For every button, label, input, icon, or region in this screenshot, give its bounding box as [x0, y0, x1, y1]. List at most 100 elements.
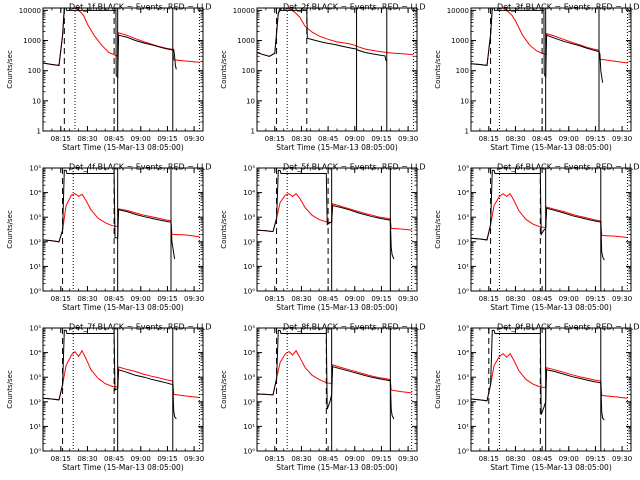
events-series-line — [43, 329, 177, 420]
lld-series-line — [257, 193, 412, 233]
x-tick-label: 08:15 — [479, 135, 499, 143]
y-tick-label: 10¹ — [29, 263, 41, 271]
panel-title: Det_5f BLACK = Events, RED = LLD — [283, 163, 426, 172]
y-tick-label: 10³ — [243, 374, 255, 382]
y-tick-label: 10¹ — [29, 423, 41, 431]
events-series-line — [43, 169, 176, 260]
lld-series-line — [471, 352, 628, 402]
x-tick-label: 08:30 — [291, 295, 311, 303]
panel-title: Det_8f BLACK = Events, RED = LLD — [283, 323, 426, 332]
y-tick-label: 1000 — [237, 37, 255, 45]
x-tick-label: 08:45 — [104, 295, 124, 303]
x-tick-label: 09:15 — [371, 135, 391, 143]
x-tick-label: 08:30 — [77, 295, 97, 303]
y-tick-label: 10⁵ — [243, 165, 255, 173]
panel-title: Det_9f BLACK = Events, RED = LLD — [497, 323, 640, 332]
x-tick-label: 08:45 — [318, 455, 338, 463]
y-tick-label: 10⁴ — [29, 189, 41, 197]
y-tick-label: 10⁵ — [29, 325, 41, 333]
y-tick-label: 10000 — [447, 7, 469, 15]
y-axis-label: Counts/sec — [434, 210, 442, 249]
panel-title: Det_4f BLACK = Events, RED = LLD — [69, 163, 212, 172]
y-tick-label: 10¹ — [457, 263, 469, 271]
plot-frame — [42, 167, 204, 292]
plot-frame — [256, 7, 418, 132]
x-axis-label: Start Time (15-Mar-13 08:05:00) — [276, 463, 398, 472]
y-tick-label: 1 — [465, 128, 469, 136]
y-tick-label: 100 — [456, 67, 469, 75]
x-tick-label: 08:30 — [291, 135, 311, 143]
x-tick-label: 09:00 — [559, 455, 579, 463]
y-tick-label: 1000 — [451, 37, 469, 45]
x-tick-label: 08:15 — [265, 135, 285, 143]
x-tick-label: 09:30 — [184, 295, 204, 303]
lld-series-line — [471, 192, 628, 241]
y-tick-label: 10² — [243, 238, 255, 246]
x-tick-label: 08:15 — [265, 455, 285, 463]
y-axis-label: Counts/sec — [6, 50, 14, 89]
y-tick-label: 10 — [460, 97, 469, 105]
y-axis-label: Counts/sec — [434, 50, 442, 89]
y-axis-label: Counts/sec — [434, 370, 442, 409]
plot-frame — [470, 167, 632, 292]
y-axis-label: Counts/sec — [6, 370, 14, 409]
y-tick-label: 10 — [32, 97, 41, 105]
x-tick-label: 09:00 — [131, 295, 151, 303]
x-tick-label: 08:45 — [318, 295, 338, 303]
x-tick-label: 08:30 — [505, 295, 525, 303]
y-tick-label: 10000 — [19, 7, 41, 15]
y-tick-label: 10⁰ — [457, 448, 469, 456]
plot-frame — [42, 327, 204, 452]
x-tick-label: 09:15 — [585, 295, 605, 303]
x-axis-label: Start Time (15-Mar-13 08:05:00) — [490, 303, 612, 312]
panel-title: Det_7f BLACK = Events, RED = LLD — [69, 323, 212, 332]
events-series-line — [257, 329, 395, 420]
panel-det-1: Det_1f BLACK = Events, RED = LLD 1 10 100 10… — [6, 3, 212, 153]
y-tick-label: 10⁰ — [243, 448, 255, 456]
x-tick-label: 08:30 — [505, 455, 525, 463]
panel-title: Det_1f BLACK = Events, RED = LLD — [69, 3, 212, 12]
lld-series-line — [43, 193, 200, 243]
x-tick-label: 08:30 — [77, 455, 97, 463]
lld-series-line — [257, 8, 414, 57]
y-tick-label: 10² — [29, 398, 41, 406]
plot-frame — [470, 327, 632, 452]
lld-series-line — [471, 8, 628, 66]
y-axis-label: Counts/sec — [220, 370, 228, 409]
y-axis-label: Counts/sec — [220, 50, 228, 89]
panel-title: Det_2f BLACK = Events, RED = LLD — [283, 3, 426, 12]
x-tick-label: 09:30 — [398, 455, 418, 463]
y-tick-label: 10² — [457, 398, 469, 406]
y-tick-label: 10 — [246, 97, 255, 105]
y-tick-label: 10⁰ — [29, 448, 41, 456]
y-tick-label: 10³ — [29, 214, 41, 222]
plot-frame — [470, 7, 632, 132]
y-tick-label: 10² — [29, 238, 41, 246]
x-tick-label: 09:15 — [157, 135, 177, 143]
y-tick-label: 10¹ — [457, 423, 469, 431]
x-tick-label: 08:15 — [265, 295, 285, 303]
x-tick-label: 09:15 — [585, 455, 605, 463]
y-tick-label: 10⁴ — [29, 349, 41, 357]
x-tick-label: 09:15 — [585, 135, 605, 143]
x-tick-label: 09:30 — [184, 455, 204, 463]
x-tick-label: 08:45 — [104, 455, 124, 463]
x-tick-label: 09:30 — [398, 135, 418, 143]
x-tick-label: 09:15 — [157, 295, 177, 303]
y-tick-label: 10⁵ — [243, 325, 255, 333]
panel-det-5: Det_5f BLACK = Events, RED = LLD 10⁰ 10¹ 10… — [220, 163, 426, 313]
x-axis-label: Start Time (15-Mar-13 08:05:00) — [62, 303, 184, 312]
x-tick-label: 08:30 — [505, 135, 525, 143]
y-tick-label: 10⁵ — [457, 325, 469, 333]
y-tick-label: 10⁰ — [29, 288, 41, 296]
x-tick-label: 09:30 — [398, 295, 418, 303]
x-axis-label: Start Time (15-Mar-13 08:05:00) — [276, 143, 398, 152]
x-tick-label: 09:00 — [559, 135, 579, 143]
x-tick-label: 09:00 — [131, 135, 151, 143]
events-series-line — [257, 169, 395, 260]
y-tick-label: 10⁴ — [457, 349, 469, 357]
x-axis-label: Start Time (15-Mar-13 08:05:00) — [276, 303, 398, 312]
y-tick-label: 10³ — [457, 374, 469, 382]
lld-series-line — [43, 349, 200, 401]
